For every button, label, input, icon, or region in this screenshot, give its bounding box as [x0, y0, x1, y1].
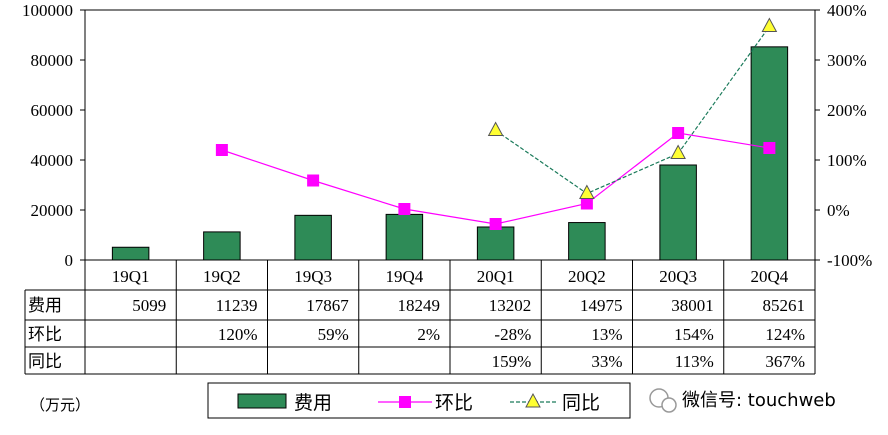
data-label: 2%: [417, 325, 440, 344]
data-label: 113%: [675, 352, 714, 371]
legend-marker-square: [399, 396, 411, 408]
legend-swatch-bar: [237, 393, 287, 409]
data-label: 38001: [671, 296, 714, 315]
data-label: 159%: [492, 352, 532, 371]
category-label: 19Q3: [294, 267, 332, 286]
data-label: 11239: [216, 296, 258, 315]
table-row-header: 费用: [28, 296, 62, 315]
category-label: 20Q2: [568, 267, 606, 286]
right-tick-label: 0%: [827, 201, 850, 220]
bar-series: [111, 46, 789, 261]
category-label: 20Q1: [477, 267, 515, 286]
data-label: 33%: [591, 352, 622, 371]
axes: 0 20000 40000 60000 80000 100000 -100% 0% 100% 20…: [22, 1, 872, 270]
category-label: 19Q2: [203, 267, 241, 286]
data-label: 85261: [763, 296, 806, 315]
table-row-header: 环比: [28, 325, 62, 344]
right-tick-label: 400%: [827, 1, 867, 20]
data-label: 367%: [765, 352, 805, 371]
point-环比: [307, 174, 320, 187]
legend-label: 同比: [562, 392, 600, 414]
watermark: 微信号: touchweb: [649, 388, 836, 413]
unit-label: （万元）: [30, 397, 90, 414]
left-tick-label: 40000: [31, 151, 74, 170]
left-tick-label: 20000: [31, 201, 74, 220]
data-table: 19Q1 19Q2 19Q3 19Q4 20Q1 20Q2 20Q3 20Q4 费用 5099 11…: [24, 260, 816, 375]
category-label: 20Q4: [750, 267, 788, 286]
point-环比: [672, 127, 685, 139]
point-环比: [489, 218, 502, 230]
left-tick-label: 100000: [22, 1, 73, 20]
watermark-text: 微信号: touchweb: [682, 390, 836, 411]
table-row-header: 同比: [28, 352, 62, 371]
bar-19Q4: [385, 213, 424, 261]
data-label: 59%: [318, 325, 349, 344]
data-label: 5099: [132, 296, 166, 315]
wechat-icon: [649, 388, 677, 413]
data-label: 17867: [306, 296, 349, 315]
point-同比: [487, 121, 504, 136]
bar-20Q2: [568, 222, 606, 261]
bar-20Q3: [659, 164, 697, 261]
category-label: 19Q1: [112, 267, 150, 286]
point-环比: [398, 203, 411, 215]
bar-19Q2: [203, 231, 241, 261]
right-tick-label: 200%: [827, 101, 867, 120]
point-同比: [579, 184, 595, 199]
legend-label: 环比: [435, 392, 473, 414]
point-环比: [763, 142, 776, 154]
line-同比: [495, 26, 770, 195]
left-tick-label: 80000: [31, 51, 74, 70]
data-label: 18249: [398, 296, 441, 315]
legend-marker-triangle: [525, 392, 541, 408]
legend: 费用 环比 同比: [207, 382, 631, 419]
right-tick-label: -100%: [827, 251, 872, 270]
point-环比: [580, 197, 593, 210]
left-tick-label: 0: [65, 251, 74, 270]
point-环比: [215, 144, 228, 156]
data-label: 13%: [591, 325, 622, 344]
data-label: 120%: [218, 325, 258, 344]
legend-label: 费用: [294, 392, 332, 414]
left-tick-label: 60000: [31, 101, 74, 120]
category-label: 20Q3: [659, 267, 697, 286]
category-label: 19Q4: [385, 267, 423, 286]
data-label: 14975: [580, 296, 623, 315]
bar-19Q3: [294, 214, 332, 261]
point-同比: [761, 17, 778, 32]
data-label: 124%: [765, 325, 805, 344]
data-label: 154%: [674, 325, 714, 344]
bar-20Q1: [476, 226, 515, 261]
plot-frame: [84, 9, 816, 261]
bar-19Q1: [111, 246, 150, 261]
line-series: [215, 17, 778, 230]
data-label: -28%: [494, 325, 531, 344]
point-同比: [670, 144, 686, 159]
right-tick-label: 300%: [827, 51, 867, 70]
right-tick-label: 100%: [827, 151, 867, 170]
data-label: 13202: [489, 296, 532, 315]
